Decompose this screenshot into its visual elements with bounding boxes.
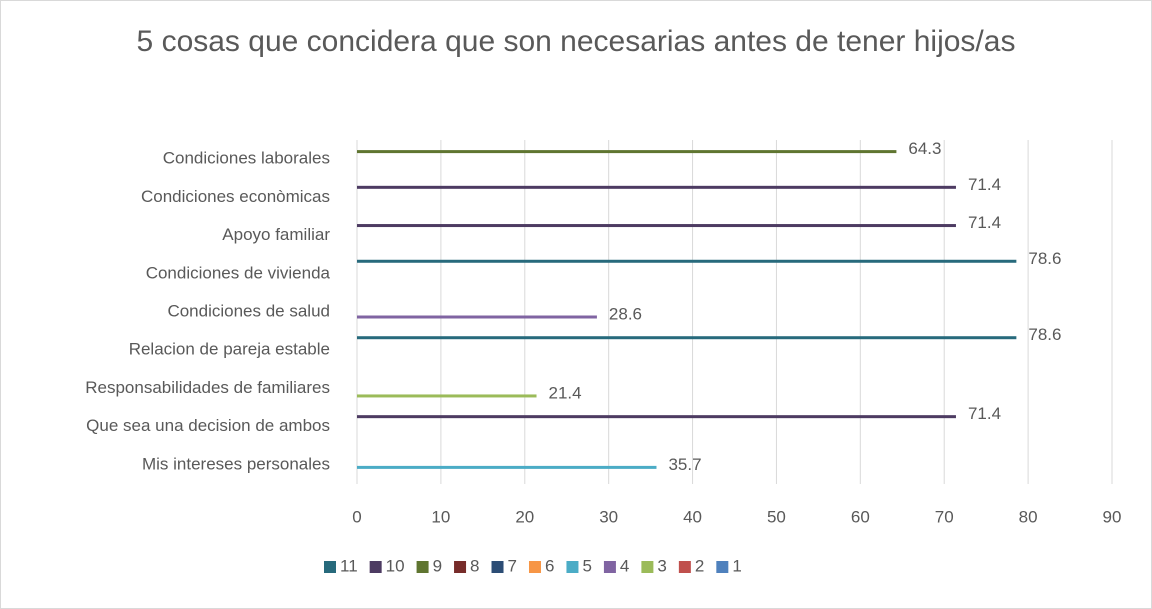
x-tick-label: 60 xyxy=(851,507,870,526)
data-label: 71.4 xyxy=(968,404,1001,423)
bar xyxy=(357,150,897,154)
legend-swatch xyxy=(678,561,691,573)
legend-swatch xyxy=(369,561,382,573)
bar xyxy=(357,394,537,398)
y-tick-label: Condiciones de salud xyxy=(167,301,330,320)
y-tick-label: Mis intereses personales xyxy=(142,454,330,473)
bar xyxy=(357,185,956,189)
legend-label: 8 xyxy=(470,556,479,575)
y-tick-label: Condiciones laborales xyxy=(163,149,330,168)
legend-label: 10 xyxy=(386,556,405,575)
legend-label: 11 xyxy=(340,556,358,575)
data-label: 71.4 xyxy=(968,175,1001,194)
x-tick-label: 80 xyxy=(1019,507,1038,526)
data-label: 28.6 xyxy=(609,304,642,323)
bar xyxy=(357,224,956,228)
y-tick-label: Condiciones de vivienda xyxy=(146,263,331,282)
legend-label: 5 xyxy=(582,556,591,575)
data-label: 35.7 xyxy=(668,455,701,474)
legend-swatch xyxy=(416,561,429,573)
data-label: 78.6 xyxy=(1028,325,1061,344)
legend-swatch xyxy=(603,561,616,573)
bar xyxy=(357,336,1017,340)
legend-swatch xyxy=(491,561,504,573)
legend-label: 6 xyxy=(545,556,554,575)
legend-label: 7 xyxy=(508,556,517,575)
bar xyxy=(357,465,657,469)
x-tick-label: 20 xyxy=(515,507,534,526)
chart-title: 5 cosas que concidera que son necesarias… xyxy=(136,25,1016,58)
y-tick-label: Apoyo familiar xyxy=(222,225,330,244)
legend-swatch xyxy=(528,561,541,573)
x-tick-label: 10 xyxy=(431,507,450,526)
x-tick-label: 50 xyxy=(767,507,786,526)
y-tick-label: Responsabilidades de familiares xyxy=(85,378,330,397)
legend-swatch xyxy=(716,561,729,573)
x-tick-label: 90 xyxy=(1103,507,1122,526)
data-label: 21.4 xyxy=(549,383,582,402)
x-tick-label: 30 xyxy=(599,507,618,526)
y-tick-label: Que sea una decision de ambos xyxy=(86,416,330,435)
bar xyxy=(357,415,956,419)
x-tick-label: 0 xyxy=(352,507,361,526)
legend-swatch xyxy=(641,561,654,573)
legend-label: 9 xyxy=(433,556,442,575)
data-label: 64.3 xyxy=(908,139,941,158)
bar xyxy=(357,259,1017,263)
x-tick-label: 40 xyxy=(683,507,702,526)
bar xyxy=(357,315,597,319)
y-tick-label: Condiciones econòmicas xyxy=(141,187,330,206)
legend-swatch xyxy=(566,561,579,573)
data-label: 78.6 xyxy=(1028,249,1061,268)
legend-swatch xyxy=(454,561,467,573)
y-tick-label: Relacion de pareja estable xyxy=(129,340,330,359)
legend-label: 3 xyxy=(657,556,666,575)
legend-label: 2 xyxy=(695,556,704,575)
legend-swatch xyxy=(324,561,336,573)
legend-label: 1 xyxy=(732,556,741,575)
legend-label: 4 xyxy=(620,556,629,575)
x-tick-label: 70 xyxy=(935,507,954,526)
data-label: 71.4 xyxy=(968,213,1001,232)
